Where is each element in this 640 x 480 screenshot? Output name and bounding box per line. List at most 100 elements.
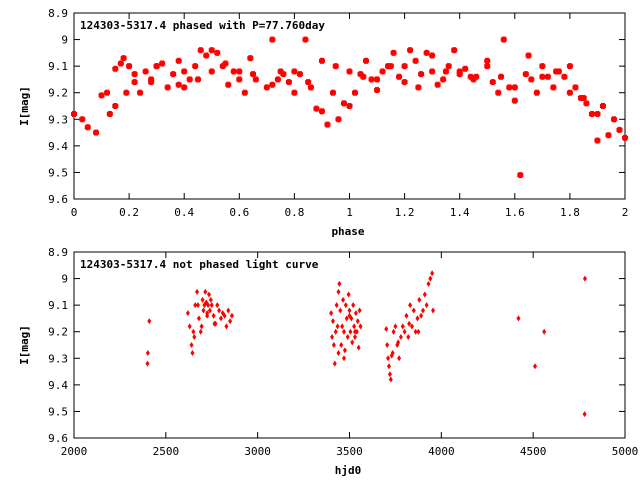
data-point	[329, 310, 334, 317]
phased-y-tick-label: 8.9	[48, 7, 68, 20]
data-point	[336, 288, 341, 295]
data-point	[506, 84, 513, 91]
data-point	[511, 84, 518, 91]
phased-y-tick-label: 9.4	[48, 140, 68, 153]
data-point	[542, 328, 547, 335]
data-point	[112, 65, 119, 72]
data-point	[208, 47, 215, 54]
data-point	[539, 63, 546, 70]
unphased-x-tick-label: 2000	[61, 445, 88, 458]
data-point	[208, 296, 213, 303]
unphased-y-tick-label: 9	[61, 273, 68, 286]
data-point	[190, 349, 195, 356]
unphased-y-tick-label: 9.5	[48, 405, 68, 418]
data-point	[353, 310, 358, 317]
unphased-x-tick-label: 4000	[428, 445, 455, 458]
data-point	[428, 275, 433, 282]
data-point	[363, 57, 370, 64]
data-point	[358, 323, 363, 330]
data-point	[324, 121, 331, 128]
data-point	[489, 79, 496, 86]
data-point	[84, 124, 91, 131]
data-point	[572, 84, 579, 91]
data-point	[588, 110, 595, 117]
data-point	[580, 95, 587, 102]
data-point	[222, 60, 229, 67]
data-point	[79, 116, 86, 123]
unphased-chart-title: 124303-5317.4 not phased light curve	[80, 258, 319, 271]
data-point	[225, 81, 232, 88]
data-point	[206, 291, 211, 298]
data-point	[277, 68, 284, 75]
data-point	[470, 76, 477, 83]
data-point	[338, 307, 343, 314]
data-point	[417, 296, 422, 303]
data-point	[406, 334, 411, 341]
data-point	[622, 134, 628, 141]
data-point	[332, 360, 337, 367]
data-point	[215, 302, 220, 309]
data-point	[192, 334, 197, 341]
data-point	[145, 349, 150, 356]
data-point	[194, 76, 201, 83]
data-point	[236, 76, 243, 83]
data-point	[396, 339, 401, 346]
data-point	[430, 270, 435, 277]
data-point	[147, 318, 152, 325]
unphased-x-tick-label: 2500	[153, 445, 180, 458]
phased-x-tick-label: 1.2	[395, 206, 415, 219]
data-point	[550, 84, 557, 91]
data-point	[318, 108, 325, 115]
data-point	[330, 334, 335, 341]
phased-x-tick-label: 0.8	[284, 206, 304, 219]
data-point	[206, 302, 211, 309]
data-point	[409, 323, 414, 330]
data-point	[610, 116, 617, 123]
data-point	[404, 312, 409, 319]
data-point	[420, 307, 425, 314]
data-point	[203, 52, 210, 59]
data-point	[159, 60, 166, 67]
data-point	[401, 63, 408, 70]
data-point	[217, 307, 222, 314]
data-point	[228, 318, 233, 325]
data-point	[422, 291, 427, 298]
data-point	[241, 89, 248, 96]
data-point	[342, 347, 347, 354]
data-point	[407, 47, 414, 54]
phased-x-ticks: 0 0.2 0.4 0.6 0.8 1 1.2 1.4 1.6 1.8 2	[71, 13, 628, 219]
data-point	[330, 318, 335, 325]
data-point	[419, 312, 424, 319]
data-point	[335, 323, 340, 330]
phased-chart-title: 124303-5317.4 phased with P=77.760day	[80, 19, 325, 32]
data-point	[351, 302, 356, 309]
data-point	[224, 323, 229, 330]
data-point	[98, 92, 105, 99]
unphased-x-tick-label: 3000	[244, 445, 271, 458]
unphased-y-tick-label: 9.4	[48, 379, 68, 392]
unphased-x-ticks: 2000 2500 3000 3500 4000 4500 5000	[61, 252, 638, 458]
data-point	[498, 73, 505, 80]
data-point	[413, 328, 418, 335]
data-point	[384, 326, 389, 333]
data-point	[385, 342, 390, 348]
data-point	[208, 68, 215, 75]
phased-x-tick-label: 0.4	[174, 206, 194, 219]
data-point	[181, 68, 188, 75]
phased-data-points	[71, 36, 628, 179]
data-point	[131, 79, 138, 86]
data-point	[313, 105, 320, 112]
data-point	[442, 68, 449, 75]
data-point	[145, 360, 150, 367]
data-point	[131, 71, 138, 78]
data-point	[181, 84, 188, 91]
data-point	[332, 63, 339, 70]
data-point	[379, 68, 386, 75]
data-point	[263, 84, 270, 91]
unphased-plot-frame	[73, 251, 626, 439]
data-point	[423, 49, 430, 56]
data-point	[175, 57, 182, 64]
data-point	[340, 100, 347, 107]
data-point	[360, 73, 367, 80]
